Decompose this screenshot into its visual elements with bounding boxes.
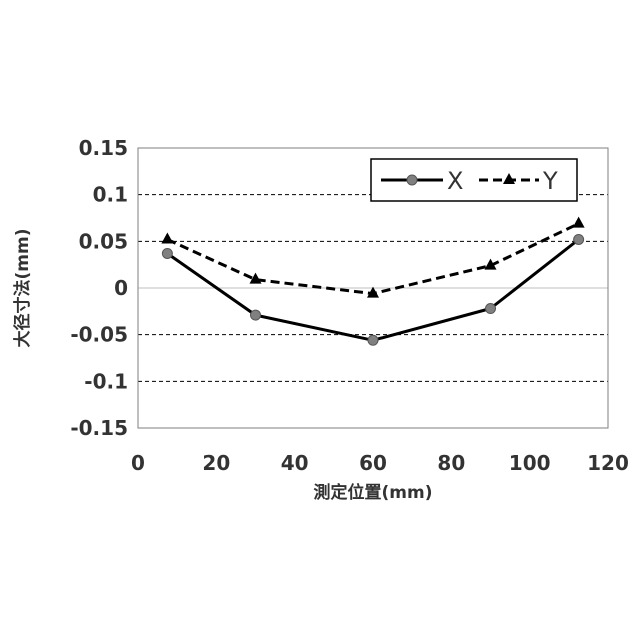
x-tick-label: 60 bbox=[359, 451, 387, 475]
y-tick-label: 0.15 bbox=[79, 136, 128, 160]
data-point-x bbox=[486, 304, 496, 314]
y-tick-label: -0.15 bbox=[70, 416, 128, 440]
y-tick-label: -0.05 bbox=[70, 323, 128, 347]
legend-marker-x bbox=[407, 175, 417, 185]
x-tick-label: 100 bbox=[509, 451, 551, 475]
x-tick-label: 120 bbox=[587, 451, 629, 475]
y-tick-label: 0.05 bbox=[79, 229, 128, 253]
x-tick-label: 40 bbox=[281, 451, 309, 475]
y-axis-label: 大径寸法(mm) bbox=[12, 229, 33, 348]
x-tick-label: 80 bbox=[437, 451, 465, 475]
y-tick-label: -0.1 bbox=[84, 369, 128, 393]
data-point-x bbox=[162, 248, 172, 258]
x-tick-label: 0 bbox=[131, 451, 145, 475]
x-axis-label: 測定位置(mm) bbox=[314, 482, 433, 503]
data-point-x bbox=[574, 234, 584, 244]
y-tick-label: 0.1 bbox=[93, 183, 128, 207]
data-point-x bbox=[368, 335, 378, 345]
x-tick-label: 20 bbox=[202, 451, 230, 475]
legend-label-y: Y bbox=[542, 167, 558, 195]
data-point-x bbox=[251, 310, 261, 320]
y-tick-label: 0 bbox=[114, 276, 128, 300]
legend-label-x: X bbox=[447, 167, 463, 195]
legend: X Y bbox=[371, 159, 577, 201]
